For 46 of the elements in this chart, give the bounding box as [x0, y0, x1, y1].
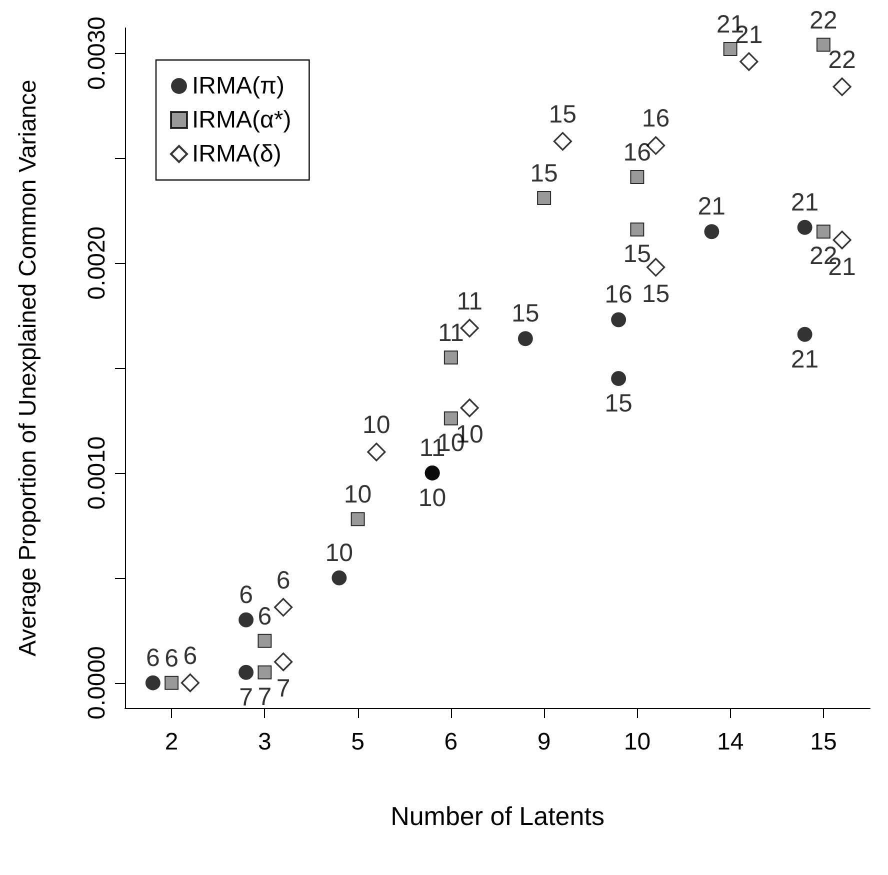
x-tick-label: 10 — [624, 728, 651, 756]
annotation: 22 — [828, 46, 856, 74]
y-tick-label: 0.0000 — [84, 646, 110, 720]
annotation: 21 — [790, 188, 819, 216]
annotation: 16 — [623, 138, 652, 167]
annotation: 10 — [325, 538, 354, 567]
annotation: 11 — [438, 319, 464, 348]
annotation: 15 — [623, 240, 652, 268]
annotation: 6 — [239, 580, 254, 609]
y-axis-title: Average Proportion of Unexplained Common Variance — [14, 80, 42, 656]
annotation: 10 — [344, 480, 372, 509]
annotation: 15 — [548, 100, 577, 129]
y-tick-label: 0.0020 — [84, 226, 110, 300]
x-tick-label: 3 — [258, 728, 272, 756]
annotation: 22 — [810, 6, 838, 34]
annotation: 6 — [146, 644, 160, 672]
annotation: 11 — [456, 287, 483, 316]
x-axis-title: Number of Latents — [390, 801, 604, 831]
x-tick-label: 15 — [810, 728, 837, 756]
annotation: 15 — [530, 160, 558, 188]
annotation: 16 — [604, 280, 632, 309]
annotation: 15 — [642, 280, 670, 308]
y-tick-label: 0.0010 — [84, 436, 110, 510]
annotation: 7 — [276, 674, 290, 703]
legend-label: IRMA(α*) — [192, 106, 292, 134]
annotation: 16 — [642, 104, 670, 133]
annotation: 21 — [698, 192, 726, 221]
annotation: 10 — [362, 411, 390, 440]
legend-label: IRMA(π) — [192, 72, 285, 100]
legend-label: IRMA(δ) — [192, 140, 282, 168]
annotation: 6 — [258, 602, 272, 630]
annotation: 6 — [164, 644, 179, 672]
x-tick-label: 6 — [444, 728, 458, 756]
annotation: 21 — [790, 345, 819, 374]
annotation: 7 — [239, 683, 254, 712]
annotation: 6 — [276, 566, 290, 594]
annotation: 15 — [604, 389, 632, 418]
x-tick-label: 14 — [716, 728, 744, 756]
x-tick-label: 5 — [351, 728, 364, 756]
annotation: 7 — [258, 682, 272, 711]
x-tick-label: 2 — [164, 728, 178, 756]
annotation: 10 — [418, 484, 446, 512]
annotation: 15 — [512, 300, 540, 328]
y-tick-label: 0.0030 — [84, 16, 110, 90]
x-tick-label: 9 — [537, 728, 551, 756]
annotation: 6 — [183, 642, 198, 670]
